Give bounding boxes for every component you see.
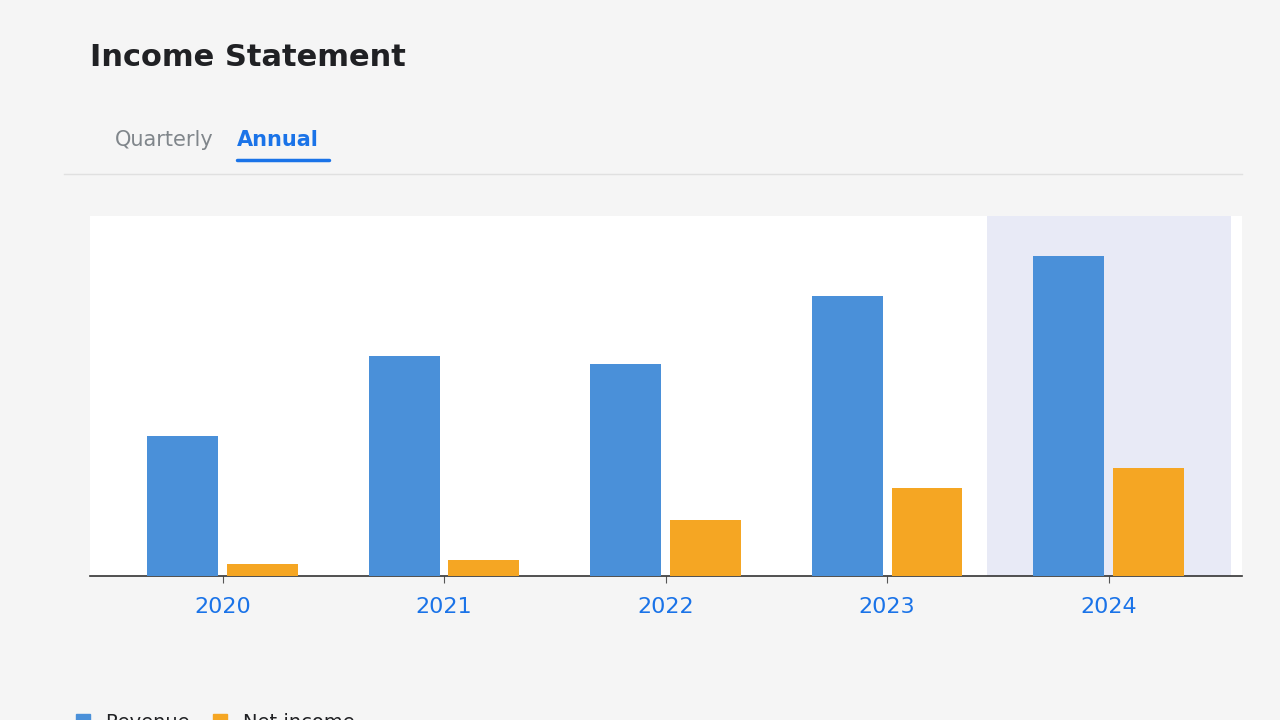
Bar (369, 356, 439, 576)
FancyBboxPatch shape (987, 216, 1230, 576)
Bar (892, 488, 963, 576)
Legend: Revenue, Net income: Revenue, Net income (77, 713, 355, 720)
Bar (448, 560, 520, 576)
Bar (812, 296, 883, 576)
Bar (227, 564, 298, 576)
Bar (590, 364, 662, 576)
Bar (669, 520, 741, 576)
Bar (147, 436, 218, 576)
Bar (1114, 468, 1184, 576)
Text: Quarterly: Quarterly (115, 130, 214, 150)
Bar (1033, 256, 1105, 576)
Text: Income Statement: Income Statement (90, 43, 406, 72)
Text: Annual: Annual (237, 130, 319, 150)
